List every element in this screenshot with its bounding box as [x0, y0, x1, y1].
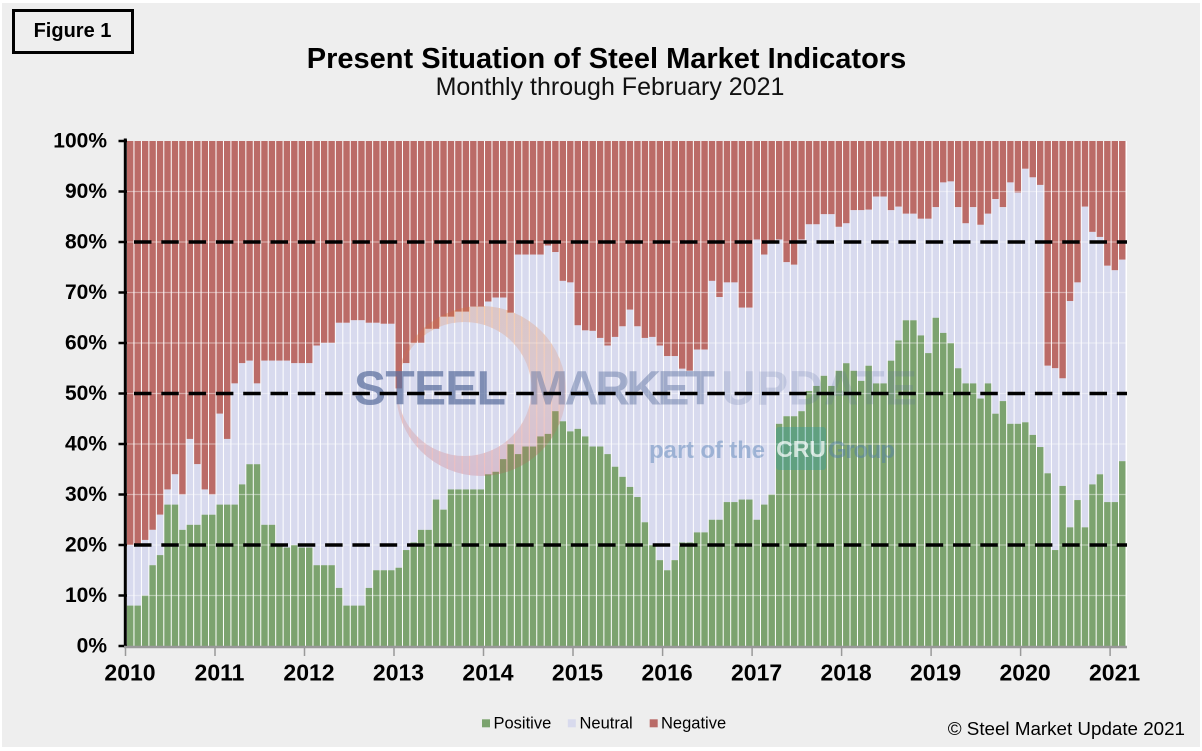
svg-text:STEEL: STEEL [354, 363, 506, 416]
svg-text:2013: 2013 [373, 660, 424, 686]
svg-text:100%: 100% [53, 130, 107, 153]
svg-text:part of the: part of the [649, 437, 765, 464]
svg-text:2011: 2011 [195, 660, 245, 686]
svg-text:40%: 40% [65, 433, 107, 456]
svg-text:2015: 2015 [552, 660, 603, 686]
svg-text:2018: 2018 [821, 660, 872, 686]
svg-text:2019: 2019 [910, 660, 961, 686]
svg-text:0%: 0% [77, 635, 108, 658]
svg-text:2012: 2012 [283, 660, 334, 686]
svg-text:2017: 2017 [731, 660, 782, 686]
svg-text:UPDATE: UPDATE [721, 363, 917, 416]
svg-text:Group: Group [828, 437, 895, 464]
svg-text:MARKET: MARKET [528, 363, 715, 416]
svg-text:2016: 2016 [642, 660, 693, 686]
svg-text:50%: 50% [65, 382, 107, 405]
svg-text:2014: 2014 [462, 660, 513, 686]
svg-text:2010: 2010 [104, 660, 155, 686]
svg-text:Negative: Negative [661, 715, 726, 733]
svg-text:30%: 30% [65, 483, 107, 506]
svg-text:CRU: CRU [776, 436, 826, 462]
svg-text:10%: 10% [65, 584, 107, 607]
svg-text:Positive: Positive [494, 715, 552, 733]
svg-text:2020: 2020 [1000, 660, 1051, 686]
svg-text:© Steel Market Update 2021: © Steel Market Update 2021 [948, 718, 1185, 739]
svg-text:20%: 20% [65, 534, 107, 557]
svg-text:60%: 60% [65, 332, 107, 355]
svg-text:70%: 70% [65, 281, 107, 304]
svg-text:80%: 80% [65, 231, 107, 254]
svg-text:Neutral: Neutral [580, 715, 633, 733]
svg-text:90%: 90% [65, 180, 107, 203]
svg-text:2021: 2021 [1089, 660, 1140, 686]
